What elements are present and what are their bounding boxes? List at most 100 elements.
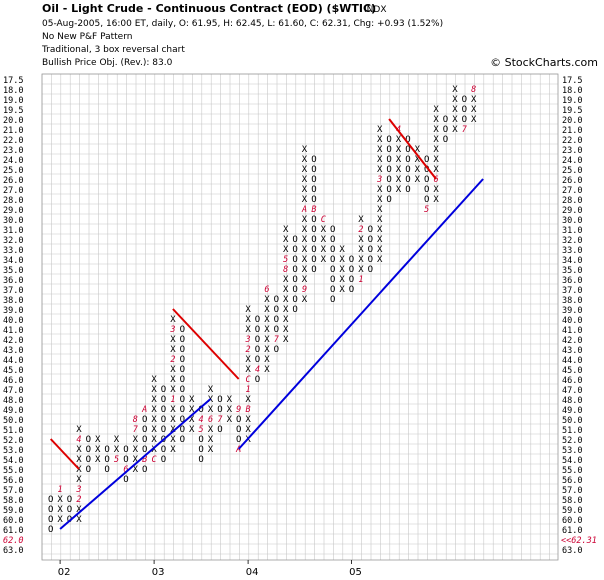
pnf-columns: OOOOXXX1OOOXX23XXXX4XOOOOXXXOOO5XXO6OOXX…: [48, 85, 477, 535]
y-tick-label-left: 61.0: [3, 526, 23, 536]
x-box: X: [283, 225, 289, 235]
x-box: X: [245, 355, 251, 365]
o-box: O: [255, 375, 260, 385]
o-box: O: [217, 405, 222, 415]
pattern-line: No New P&F Pattern: [42, 32, 132, 42]
x-box: X: [208, 395, 214, 405]
support-trendline: [237, 178, 484, 450]
x-box: X: [302, 215, 308, 225]
y-tick-label-left: 42.0: [3, 336, 23, 346]
o-box: O: [443, 115, 448, 125]
x-box: X: [471, 115, 477, 125]
y-tick-label-right: 51.0: [562, 426, 582, 436]
x-box: X: [302, 145, 308, 155]
y-tick-label-right: 55.0: [562, 466, 582, 476]
x-box: X: [264, 355, 270, 365]
o-box: O: [180, 415, 185, 425]
x-box: X: [151, 385, 157, 395]
y-tick-label-left: 39.0: [3, 306, 23, 316]
o-box: O: [311, 175, 316, 185]
x-box: X: [377, 205, 383, 215]
o-box: O: [330, 255, 335, 265]
x-box: X: [76, 445, 82, 455]
o-box: O: [180, 335, 185, 345]
pnf-column: OOO: [104, 445, 109, 475]
y-tick-label-right: 29.0: [562, 206, 582, 216]
x-box: X: [358, 245, 364, 255]
x-tick-label: 02: [58, 567, 71, 578]
x-box: X: [377, 195, 383, 205]
y-tick-label-right: 43.0: [562, 346, 582, 356]
y-tick-label-left: 20.0: [3, 116, 23, 126]
y-tick-label-right: 27.0: [562, 186, 582, 196]
month-marker: A: [141, 405, 147, 415]
x-box: X: [358, 265, 364, 275]
o-box: O: [274, 345, 279, 355]
x-box: X: [321, 225, 327, 235]
method-line: Traditional, 3 box reversal chart: [41, 45, 185, 55]
o-box: O: [236, 425, 241, 435]
o-box: O: [217, 395, 222, 405]
x-box: X: [170, 335, 176, 345]
o-box: O: [236, 415, 241, 425]
o-box: O: [424, 195, 429, 205]
month-marker: A: [235, 445, 241, 455]
month-marker: 7: [217, 415, 223, 425]
y-tick-label-left: 40.0: [3, 316, 23, 326]
o-box: O: [349, 265, 354, 275]
o-box: O: [292, 285, 297, 295]
month-marker: 2: [246, 345, 251, 355]
x-box: X: [245, 305, 251, 315]
o-box: O: [386, 155, 391, 165]
y-tick-label-right: 63.0: [562, 546, 582, 556]
chart-title: Oil - Light Crude - Continuous Contract …: [42, 2, 376, 15]
o-box: O: [255, 315, 260, 325]
y-tick-label-right: 18.0: [562, 86, 582, 96]
month-marker: B: [142, 455, 147, 465]
y-tick-label-right: 56.0: [562, 476, 582, 486]
x-box: X: [377, 135, 383, 145]
x-box: X: [264, 295, 270, 305]
y-tick-label-left: 17.5: [3, 76, 23, 86]
y-tick-label-right: 28.0: [562, 196, 582, 206]
o-box: O: [330, 285, 335, 295]
x-box: X: [433, 145, 439, 155]
y-tick-label-left: 24.0: [3, 156, 23, 166]
month-marker: 6: [208, 415, 213, 425]
o-box: O: [386, 145, 391, 155]
x-box: X: [415, 145, 421, 155]
y-axis: 17.5 17.518.0 18.019.0 19.019.5 19.520.0 20.0…: [3, 76, 582, 556]
o-box: O: [311, 195, 316, 205]
x-box: X: [415, 155, 421, 165]
o-box: O: [311, 235, 316, 245]
y-tick-label-left: 63.0: [3, 546, 23, 556]
x-box: X: [377, 245, 383, 255]
x-box: X: [264, 345, 270, 355]
y-tick-label-right: 45.0: [562, 366, 582, 376]
x-box: X: [264, 335, 270, 345]
x-box: X: [151, 405, 157, 415]
y-tick-label-right: 44.0: [562, 356, 582, 366]
y-tick-label-right: 32.0: [562, 236, 582, 246]
pnf-column: XXXXX1XXX2XX3X: [169, 315, 176, 455]
month-marker: A: [301, 205, 307, 215]
o-box: O: [368, 255, 373, 265]
y-tick-label-right: 42.0: [562, 336, 582, 346]
quote-line: 05-Aug-2005, 16:00 ET, daily, O: 61.95, …: [42, 19, 443, 29]
month-marker: 9: [302, 285, 307, 295]
o-box: O: [330, 235, 335, 245]
o-box: O: [292, 305, 297, 315]
month-marker: 5: [114, 455, 119, 465]
y-tick-label-left: 52.0: [3, 436, 23, 446]
y-tick-label-right: 19.0: [562, 96, 582, 106]
o-box: O: [349, 255, 354, 265]
o-box: O: [180, 345, 185, 355]
x-box: X: [208, 435, 214, 445]
